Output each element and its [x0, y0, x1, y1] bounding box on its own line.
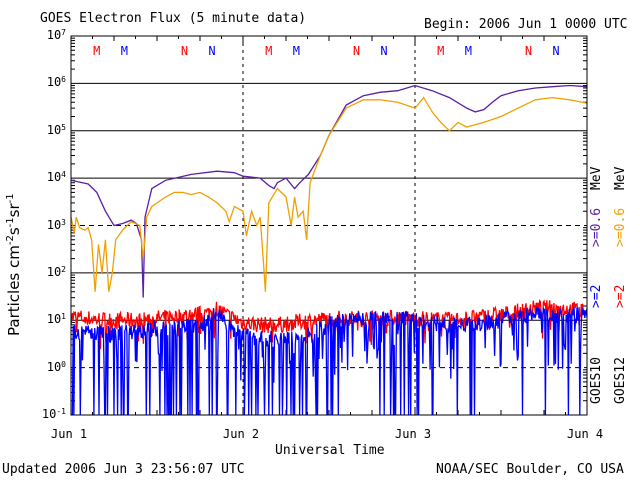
marker-m: M: [93, 44, 100, 58]
x-axis-label: Universal Time: [275, 443, 385, 458]
marker-m: M: [265, 44, 272, 58]
legend-goes12-low-energy: >=2: [613, 284, 628, 308]
marker-m: M: [121, 44, 128, 58]
legend-unit-goes12: MeV: [613, 166, 628, 190]
marker-n: N: [181, 44, 188, 58]
x-tick-label: Jun 3: [395, 427, 432, 441]
series-blue: [71, 306, 588, 416]
legend-goes10: GOES10: [589, 357, 604, 404]
marker-n: N: [525, 44, 532, 58]
x-tick-label: Jun 2: [223, 427, 260, 441]
footer-credit: NOAA/SEC Boulder, CO USA: [436, 462, 624, 477]
y-axis-label-exp1: -2: [5, 235, 16, 246]
y-axis-label-exp2: -1: [5, 217, 16, 228]
begin-time-label: Begin: 2006 Jun 1 0000 UTC: [424, 17, 628, 32]
y-axis-label-sr: sr: [5, 203, 23, 218]
x-tick-label: Jun 4: [567, 427, 604, 441]
legend-goes10-low-energy: >=2: [589, 284, 604, 308]
x-tick-label: Jun 1: [51, 427, 88, 441]
y-axis-label: Particles cm-2s-1sr-1: [4, 193, 23, 336]
chart-series: [70, 84, 588, 416]
y-tick-label: 105: [46, 122, 66, 137]
footer-updated: Updated 2006 Jun 3 23:56:07 UTC: [2, 462, 245, 477]
marker-m: M: [465, 44, 472, 58]
marker-n: N: [208, 44, 215, 58]
y-tick-label: 101: [46, 312, 66, 327]
y-tick-label: 103: [46, 217, 66, 232]
marker-n: N: [380, 44, 387, 58]
plot-frame: [70, 35, 588, 416]
series-purple: [70, 84, 588, 298]
y-axis-label-s: s: [5, 227, 23, 236]
y-tick-label: 10-1: [41, 407, 66, 421]
chart-title: GOES Electron Flux (5 minute data): [40, 11, 307, 26]
legend-unit-goes10: MeV: [589, 166, 604, 190]
marker-m: M: [437, 44, 444, 58]
y-tick-label: 104: [46, 170, 66, 185]
series-red: [70, 299, 588, 350]
y-axis-label-base: Particles cm: [5, 245, 23, 336]
marker-n: N: [552, 44, 559, 58]
series-orange: [70, 96, 588, 292]
y-tick-label: 107: [46, 28, 66, 42]
legend-goes10-high-energy: >=0.6: [589, 207, 604, 247]
y-axis-label-exp3: -1: [5, 193, 16, 204]
y-tick-label: 102: [46, 264, 66, 279]
marker-n: N: [353, 44, 360, 58]
marker-m: M: [293, 44, 300, 58]
y-tick-label: 100: [46, 359, 66, 374]
y-tick-label: 106: [46, 75, 66, 90]
legend-goes12: GOES12: [613, 357, 628, 404]
legend-goes12-high-energy: >=0.6: [613, 207, 628, 247]
